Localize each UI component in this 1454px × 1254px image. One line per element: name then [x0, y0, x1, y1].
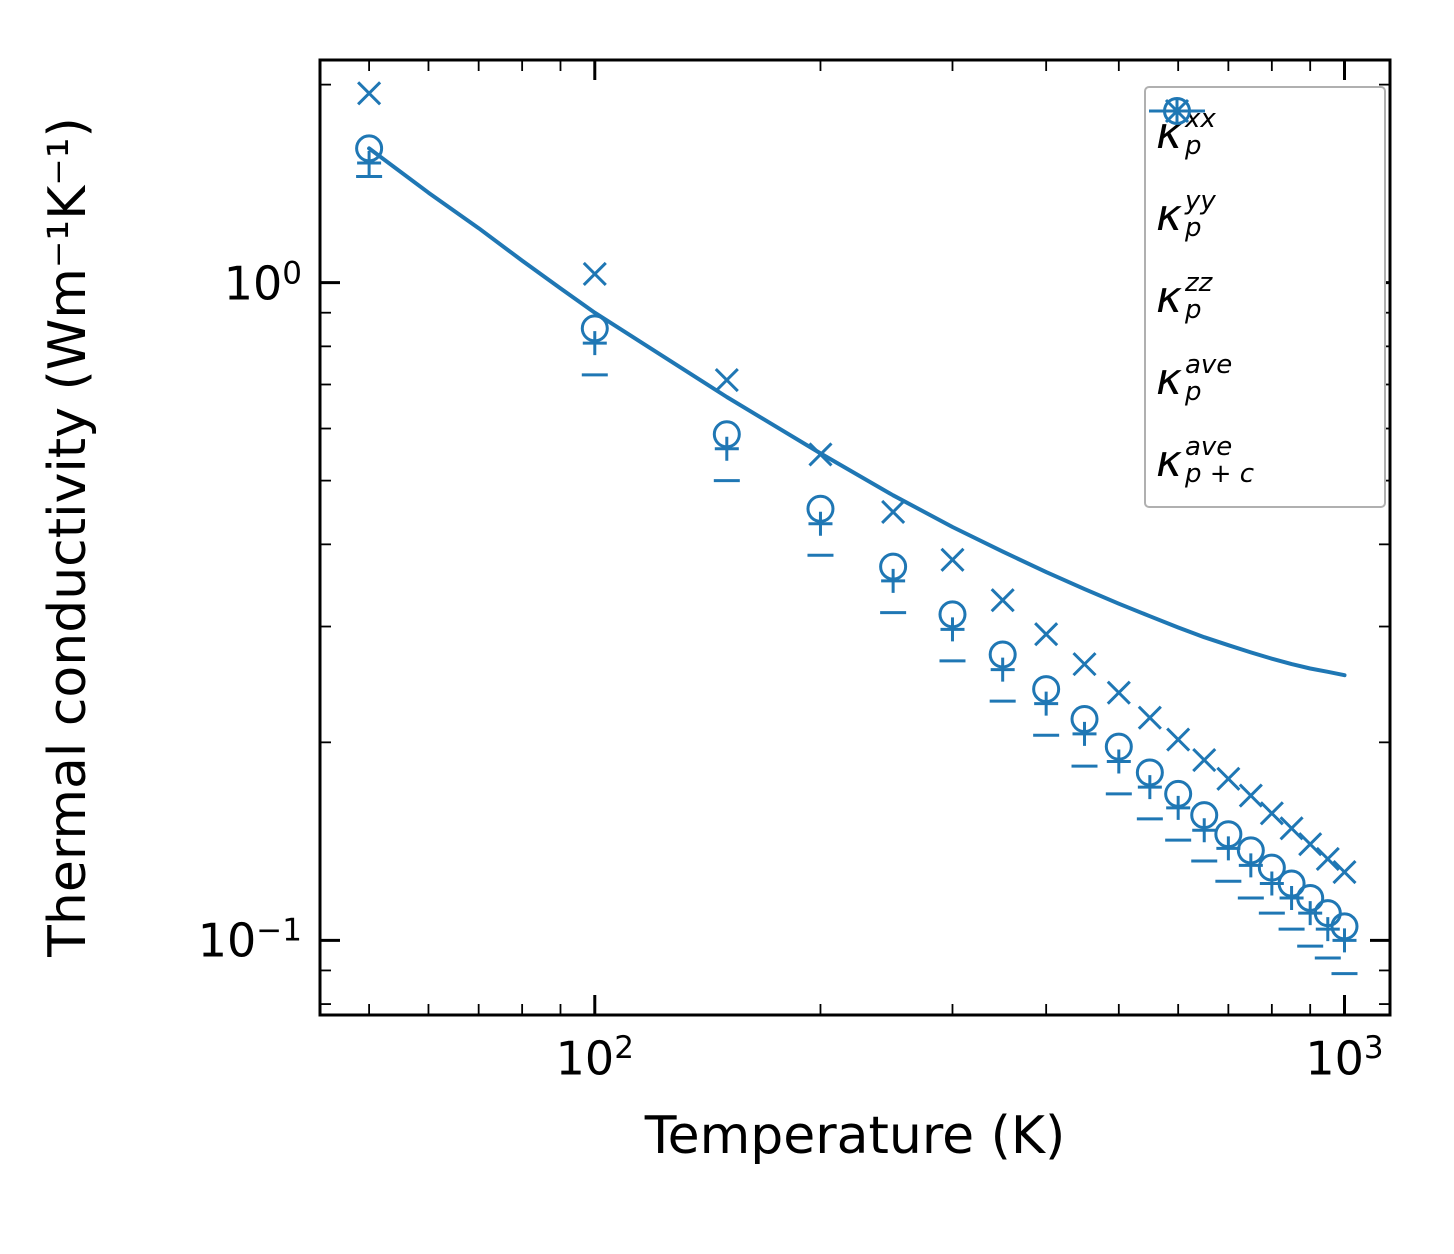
marker-kappa_p_ave: [1190, 801, 1219, 830]
marker-kappa_p_ave: [1214, 820, 1243, 849]
legend-item-kappa_p_yy: κ yy p: [1156, 98, 1380, 243]
legend-item-kappa_p_ave: κ ave p: [1156, 97, 1380, 407]
marker-kappa_p_yy: [1216, 766, 1241, 791]
marker-kappa_p_yy: [808, 442, 833, 467]
legend-item-kappa_p_plus_c_ave: κ ave p + c: [1149, 109, 1380, 489]
marker-kappa_p_ave: [1296, 883, 1325, 912]
plot-border: [318, 58, 1392, 1017]
marker-kappa_p_xx: [1192, 818, 1217, 843]
marker-kappa_p_ave: [1330, 912, 1359, 941]
marker-kappa_p_xx: [990, 657, 1015, 682]
marker-kappa_p_xx: [881, 568, 906, 593]
marker-kappa_p_yy: [1298, 832, 1323, 857]
marker-kappa_p_yy: [1106, 680, 1131, 705]
marker-kappa_p_yy: [582, 261, 607, 286]
legend-label-kappa_p_yy: κ yy p: [1156, 185, 1216, 243]
marker-kappa_p_xx: [582, 331, 607, 356]
marker-kappa_p_xx: [940, 617, 965, 642]
legend-marker-line-icon: [1149, 109, 1205, 113]
marker-kappa_p_ave: [355, 134, 384, 163]
marker-kappa_p_yy: [881, 499, 906, 525]
marker-kappa_p_ave: [1236, 836, 1265, 865]
marker-kappa_p_xx: [1315, 917, 1340, 942]
marker-kappa_p_xx: [1216, 836, 1241, 861]
marker-kappa_p_yy: [1034, 622, 1059, 647]
marker-kappa_p_yy: [357, 81, 382, 106]
legend-label-kappa_p_zz: κ zz p: [1156, 267, 1213, 325]
marker-kappa_p_xx: [1279, 885, 1304, 910]
marker-kappa_p_ave: [1070, 705, 1099, 734]
marker-kappa_p_ave: [806, 494, 835, 523]
marker-kappa_p_ave: [1257, 853, 1286, 882]
marker-kappa_p_xx: [1106, 749, 1131, 774]
marker-kappa_p_yy: [1279, 816, 1304, 841]
marker-kappa_p_ave: [1032, 675, 1061, 704]
marker-kappa_p_ave: [938, 600, 967, 629]
marker-kappa_p_ave: [879, 552, 908, 581]
legend: κ xx p κ yy p κ zz p κ ave p κ ave p + c: [1144, 86, 1386, 508]
marker-kappa_p_ave: [988, 640, 1017, 669]
marker-kappa_p_ave: [1277, 869, 1306, 898]
marker-kappa_p_ave: [712, 420, 741, 449]
legend-label-kappa_p_ave: κ ave p: [1156, 349, 1233, 407]
marker-kappa_p_xx: [1072, 721, 1097, 746]
marker-kappa_p_ave: [1164, 779, 1193, 808]
marker-kappa_p_xx: [1034, 691, 1059, 716]
marker-kappa_p_yy: [1166, 727, 1191, 752]
marker-kappa_p_yy: [1137, 705, 1162, 730]
marker-kappa_p_yy: [1315, 846, 1340, 871]
legend-label-kappa_p_plus_c_ave: κ ave p + c: [1156, 431, 1255, 489]
marker-kappa_p_yy: [714, 367, 739, 393]
marker-kappa_p_yy: [1332, 860, 1357, 885]
marker-kappa_p_xx: [1166, 795, 1191, 820]
marker-kappa_p_ave: [1135, 758, 1164, 787]
marker-kappa_p_ave: [580, 314, 609, 343]
y-axis-label: Thermal conductivity (Wm⁻¹K⁻¹): [38, 117, 98, 957]
legend-item-kappa_p_zz: κ zz p: [1156, 109, 1380, 325]
marker-kappa_p_yy: [1259, 801, 1284, 826]
line-kappa_p_plus_c_ave: [367, 146, 1347, 678]
marker-kappa_p_yy: [990, 588, 1015, 613]
marker-kappa_p_yy: [1192, 747, 1217, 773]
marker-kappa_p_xx: [808, 511, 833, 536]
marker-kappa_p_xx: [714, 436, 739, 461]
marker-kappa_p_xx: [1137, 775, 1162, 800]
marker-kappa_p_yy: [1072, 652, 1097, 677]
x-axis-label: Temperature (K): [644, 1106, 1066, 1166]
marker-kappa_p_xx: [357, 151, 382, 176]
marker-kappa_p_ave: [1104, 732, 1133, 761]
marker-kappa_p_yy: [1238, 783, 1263, 808]
marker-kappa_p_xx: [1298, 901, 1323, 926]
marker-kappa_p_yy: [940, 547, 965, 572]
